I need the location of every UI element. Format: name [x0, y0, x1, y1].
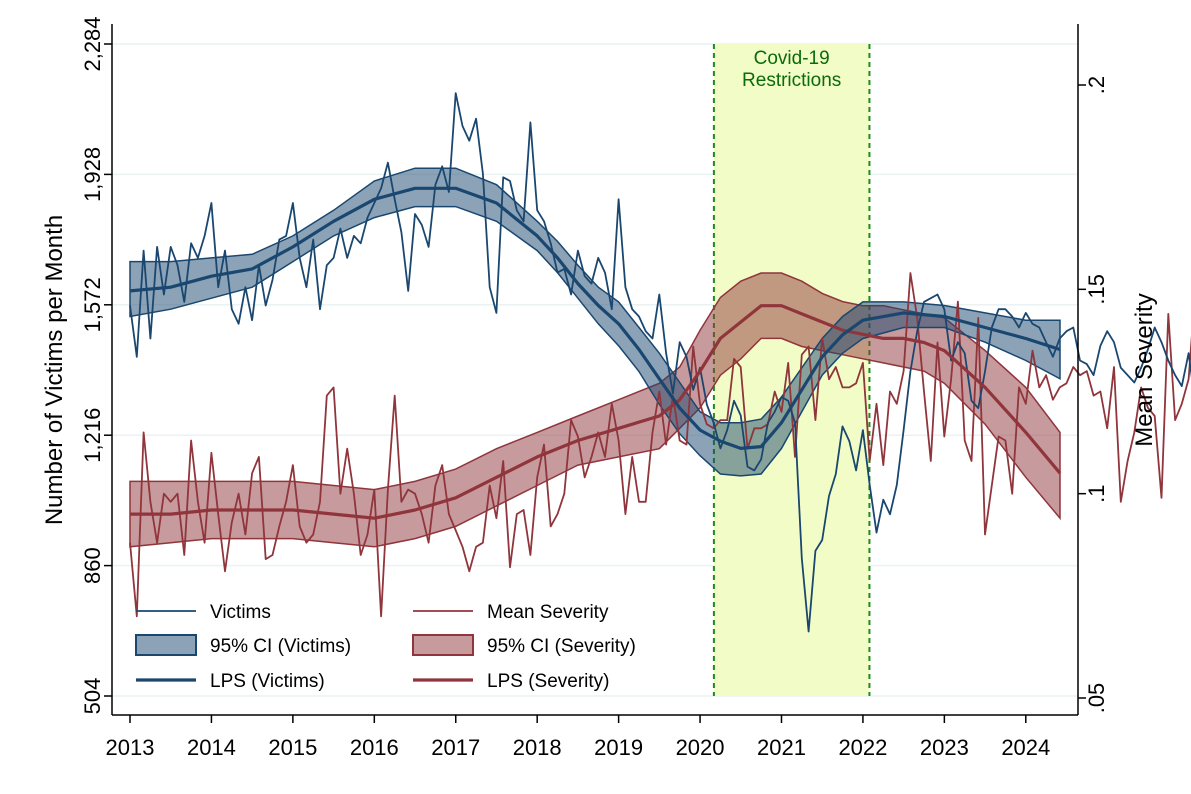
x-tick-label: 2022	[838, 735, 887, 760]
x-tick-label: 2018	[513, 735, 562, 760]
ci-band-victims	[129, 167, 1061, 477]
legend-label: 95% CI (Severity)	[487, 636, 636, 657]
lps-series	[129, 186, 1062, 520]
axes	[111, 24, 1079, 716]
x-tick-label: 2016	[350, 735, 399, 760]
y-tick-label-left: 1,572	[80, 277, 105, 332]
mean-severity-line	[129, 272, 1191, 618]
x-tick-label: 2014	[187, 735, 236, 760]
covid-label-line1: Covid-19	[754, 48, 830, 69]
lps-victims-line	[129, 186, 1061, 450]
y-axis-title-left: Number of Victims per Month	[41, 215, 68, 525]
victims-line	[129, 92, 1191, 633]
x-tick-label: 2020	[676, 735, 725, 760]
y-tick-label-left: 504	[80, 678, 105, 715]
x-tick-label: 2015	[268, 735, 317, 760]
y-tick-label-left: 2,284	[80, 16, 105, 71]
x-tick-label: 2021	[757, 735, 806, 760]
y-tick-label-left: 1,928	[80, 147, 105, 202]
y-tick-label-left: 860	[80, 547, 105, 584]
raw-series	[129, 92, 1191, 633]
x-tick-label: 2024	[1001, 735, 1050, 760]
legend-swatch	[412, 634, 474, 656]
legend-label: LPS (Severity)	[487, 671, 609, 692]
legend-label: Victims	[210, 602, 271, 623]
y-tick-label-right: .1	[1084, 484, 1109, 502]
tick-labels: 504 860 1,216 1,572 1,928 2,284 .05 .1 .15 .2 2013…	[80, 16, 1109, 760]
y-tick-label-right: .15	[1084, 274, 1109, 305]
covid-region: Covid-19 Restrictions	[712, 44, 871, 696]
y-axis-title-right: Mean Severity	[1131, 293, 1158, 446]
x-tick-label: 2013	[106, 735, 155, 760]
confidence-bands	[129, 167, 1061, 548]
covid-band	[713, 44, 870, 696]
x-tick-label: 2019	[594, 735, 643, 760]
y-tick-label-right: .2	[1084, 76, 1109, 94]
legend-label: 95% CI (Victims)	[210, 636, 351, 657]
covid-label-line2: Restrictions	[742, 70, 841, 91]
lps-severity-line	[130, 304, 1062, 520]
y-tick-label-right: .05	[1084, 683, 1109, 714]
x-tick-label: 2017	[431, 735, 480, 760]
y-tick-label-left: 1,216	[80, 408, 105, 463]
legend: Victims Mean Severity 95% CI (Victims) 95% …	[135, 602, 636, 692]
x-tick-label: 2023	[920, 735, 969, 760]
legend-label: Mean Severity	[487, 602, 609, 623]
legend-label: LPS (Victims)	[210, 671, 325, 692]
legend-swatch	[135, 634, 197, 656]
